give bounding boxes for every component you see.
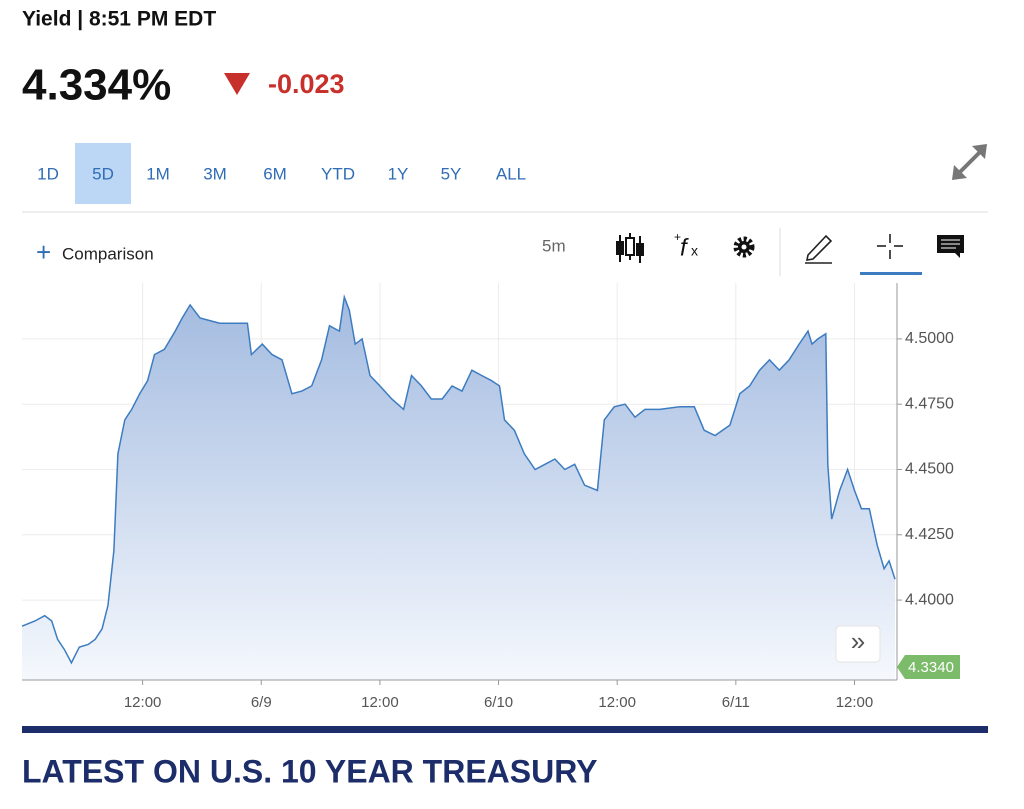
down-arrow <box>224 73 250 95</box>
tab[interactable]: 5Y <box>441 164 462 183</box>
x-tick-label: 12:00 <box>361 694 399 711</box>
expand-icon[interactable] <box>952 144 987 180</box>
price: 4.334% <box>22 61 171 110</box>
comment-icon[interactable] <box>937 235 964 258</box>
tab[interactable]: ALL <box>496 164 526 183</box>
change: -0.023 <box>268 69 345 99</box>
x-tick-label: 12:00 <box>124 694 162 711</box>
scroll-icon[interactable]: » <box>851 626 865 656</box>
interval[interactable]: 5m <box>542 236 566 255</box>
y-tick-label: 4.4000 <box>905 591 954 608</box>
tab[interactable]: 1M <box>146 164 170 183</box>
tabs: 1D 5D 1M 3M 6M YTD 1Y 5Y ALL <box>37 143 526 204</box>
fx-icon[interactable]: x <box>691 243 698 259</box>
y-tick-label: 4.4750 <box>905 395 954 412</box>
tab[interactable]: 1D <box>37 164 59 183</box>
tab-highlight <box>75 143 131 204</box>
chart: 4.4000 4.4250 4.4500 4.4750 4.5000 12:00 6/9 12… <box>21 283 960 711</box>
tab[interactable]: 1Y <box>388 164 409 183</box>
area-fill <box>22 297 895 680</box>
x-tick-label: 12:00 <box>598 694 636 711</box>
x-tick-label: 6/9 <box>251 694 272 711</box>
fx-icon[interactable]: f <box>680 234 689 261</box>
section-heading: LATEST ON U.S. 10 YEAR TREASURY <box>22 753 598 789</box>
y-tick-label: 4.5000 <box>905 330 954 347</box>
price-badge: 4.3340 <box>908 659 954 676</box>
draw-icon[interactable] <box>805 234 833 264</box>
settings-icon[interactable] <box>733 236 755 258</box>
x-tick-label: 6/10 <box>484 694 513 711</box>
x-tick-label: 6/11 <box>722 694 750 711</box>
title: Yield | 8:51 PM EDT <box>22 8 216 31</box>
x-tick-label: 12:00 <box>836 694 874 711</box>
tab[interactable]: 5D <box>92 164 114 183</box>
price-badge-bg <box>897 655 960 679</box>
fx-icon[interactable]: + <box>674 230 681 244</box>
plus-icon[interactable]: + <box>36 237 51 267</box>
active-indicator <box>860 272 922 275</box>
tab[interactable]: 6M <box>263 164 287 183</box>
tab[interactable]: YTD <box>321 164 355 183</box>
candle-icon[interactable] <box>616 233 644 263</box>
crosshair-icon[interactable] <box>877 234 903 259</box>
y-tick-label: 4.4250 <box>905 526 954 543</box>
price-line <box>21 294 896 665</box>
section-bar <box>22 726 988 733</box>
scroll-button[interactable] <box>835 625 881 663</box>
comparison[interactable]: Comparison <box>62 244 154 263</box>
tab[interactable]: 3M <box>203 164 227 183</box>
y-tick-label: 4.4500 <box>905 461 954 478</box>
